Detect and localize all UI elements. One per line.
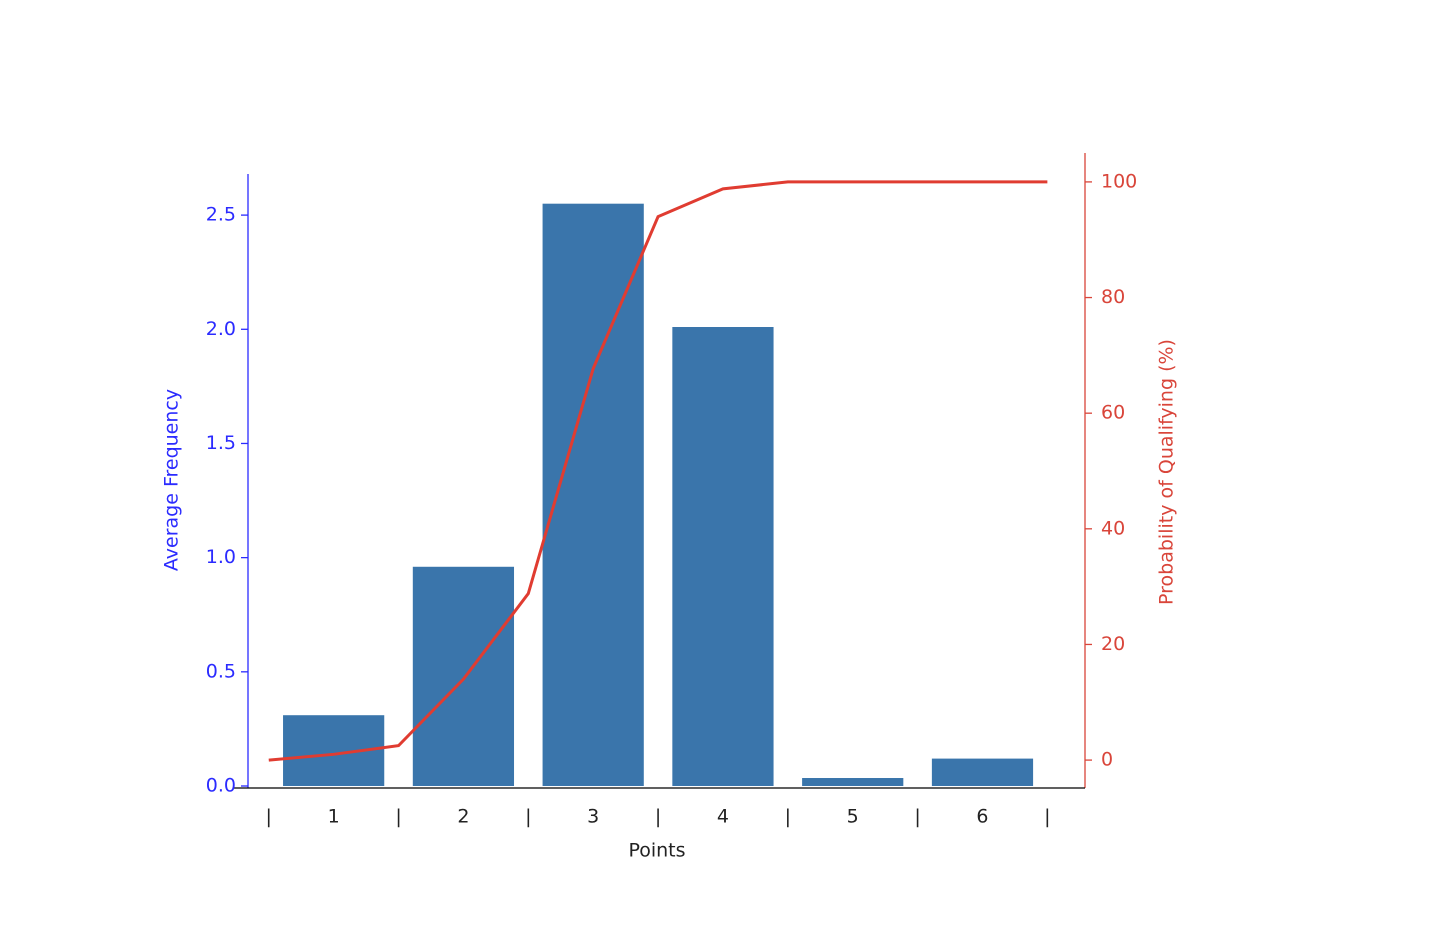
bar — [931, 758, 1034, 786]
line — [268, 180, 1048, 762]
x-tick-label: | — [1044, 806, 1050, 828]
x-tick-label: 2 — [457, 806, 469, 828]
y-tick-label: 1.5 — [206, 432, 236, 454]
x-tick-label: 6 — [976, 806, 988, 828]
x-tick-label: | — [525, 806, 531, 828]
y2-tick-label: 60 — [1101, 402, 1125, 424]
y2-tick-label: 20 — [1101, 633, 1125, 655]
x-tick-label: 5 — [847, 806, 859, 828]
x-tick-label: | — [655, 806, 661, 828]
x-tick-label: | — [395, 806, 401, 828]
y-tick-label: 1.0 — [206, 546, 236, 568]
y2-tick-label: 0 — [1101, 749, 1113, 771]
bar — [412, 566, 515, 786]
x-tick-label: | — [914, 806, 920, 828]
y-tick-label: 2.0 — [206, 318, 236, 340]
x-axis-label: Points — [628, 840, 685, 862]
x-tick-label: | — [266, 806, 272, 828]
y-tick-label: 0.0 — [206, 775, 236, 797]
x-tick-label: 4 — [717, 806, 729, 828]
y2-tick-label: 100 — [1101, 170, 1137, 192]
y-tick-label: 2.5 — [206, 204, 236, 226]
bar — [542, 203, 644, 786]
y2-tick-label: 80 — [1101, 286, 1125, 308]
bar — [802, 778, 904, 786]
x-tick-label: | — [785, 806, 791, 828]
y2-tick-label: 40 — [1101, 517, 1125, 539]
x-tick-label: 1 — [328, 806, 340, 828]
y2-axis-label: Probability of Qualifying (%) — [1156, 339, 1178, 605]
x-tick-label: 3 — [587, 806, 599, 828]
y-axis-label: Average Frequency — [161, 389, 183, 571]
y-tick-label: 0.5 — [206, 660, 236, 682]
bar — [672, 327, 774, 786]
